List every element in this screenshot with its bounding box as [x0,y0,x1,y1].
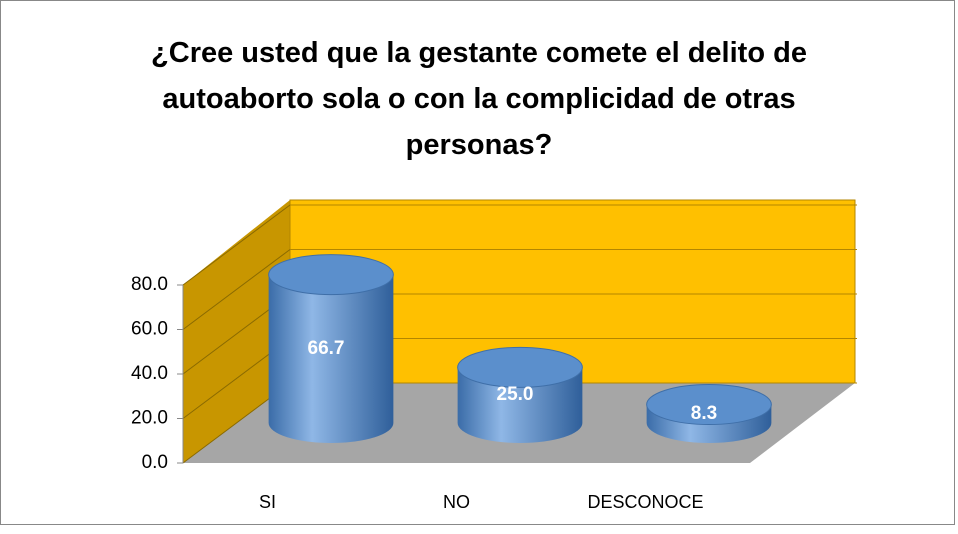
chart-title: ¿Cree usted que la gestante comete el de… [151,37,807,161]
x-tick-label: SI [259,492,276,512]
x-tick-label: NO [443,492,470,512]
bar-top [268,254,394,296]
value-label: 25.0 [497,384,534,405]
x-tick-label: DESCONOCE [587,492,703,512]
value-label: 8.3 [691,403,717,424]
y-tick-label: 20.0 [131,408,168,429]
grid-line [182,249,291,330]
y-tick-label: 80.0 [131,274,168,295]
bar-top [646,384,772,426]
bar-top [457,346,583,388]
grid-line [182,204,291,286]
value-label: 66.7 [308,338,345,359]
y-tick-label: 0.0 [142,452,168,473]
bar [268,274,394,443]
y-tick-label: 40.0 [131,363,168,384]
left-wall [183,200,290,463]
bar [457,367,583,443]
y-tick-label: 60.0 [131,319,168,340]
